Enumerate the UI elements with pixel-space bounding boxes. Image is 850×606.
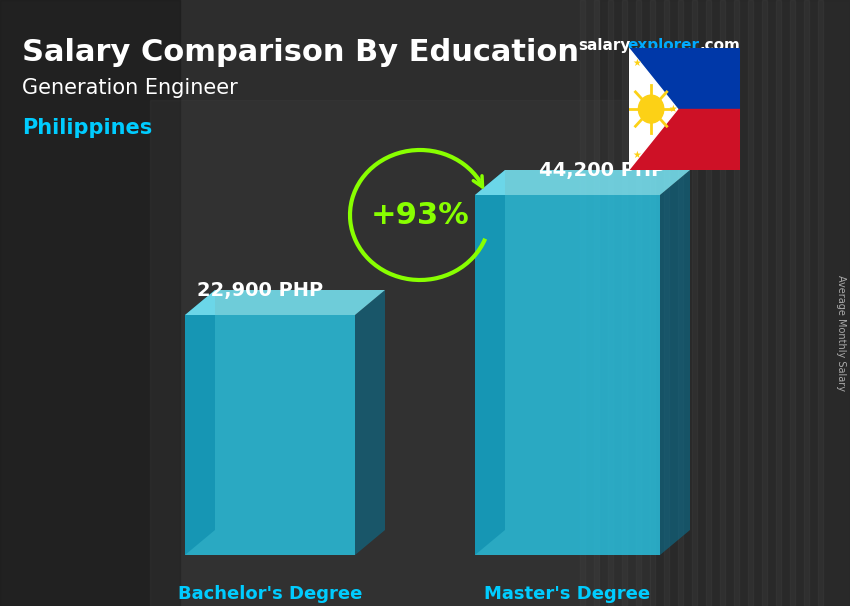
Polygon shape [475, 170, 690, 195]
Bar [790, 0, 795, 606]
Bar [734, 0, 739, 606]
Bar [650, 0, 655, 606]
Text: ★: ★ [632, 58, 641, 68]
Text: Average Monthly Salary: Average Monthly Salary [836, 275, 846, 391]
Polygon shape [185, 290, 385, 315]
Circle shape [638, 95, 664, 123]
Bar [762, 0, 767, 606]
Text: Salary Comparison By Education: Salary Comparison By Education [22, 38, 579, 67]
Bar [720, 0, 725, 606]
Bar [629, 109, 740, 170]
Bar [818, 0, 823, 606]
Bar [776, 0, 781, 606]
Bar [608, 0, 613, 606]
Text: salary: salary [578, 38, 631, 53]
Polygon shape [629, 48, 677, 170]
Bar [150, 100, 650, 606]
Bar [706, 0, 711, 606]
Bar [629, 48, 740, 109]
Text: .com: .com [700, 38, 741, 53]
Text: Philippines: Philippines [22, 118, 152, 138]
Text: explorer: explorer [627, 38, 699, 53]
Bar [0, 0, 180, 606]
Text: Generation Engineer: Generation Engineer [22, 78, 238, 98]
Bar [594, 0, 599, 606]
Text: Master's Degree: Master's Degree [484, 585, 650, 603]
Bar [664, 0, 669, 606]
Polygon shape [355, 290, 385, 555]
Polygon shape [475, 195, 660, 555]
Bar [748, 0, 753, 606]
Bar [580, 0, 585, 606]
Polygon shape [185, 315, 355, 555]
Bar [692, 0, 697, 606]
Bar [622, 0, 627, 606]
Text: 22,900 PHP: 22,900 PHP [197, 281, 323, 300]
Text: Bachelor's Degree: Bachelor's Degree [178, 585, 362, 603]
Bar [804, 0, 809, 606]
Text: 44,200 PHP: 44,200 PHP [540, 161, 666, 180]
Bar [636, 0, 641, 606]
Bar [600, 0, 850, 606]
Text: ★: ★ [632, 150, 641, 160]
Polygon shape [660, 170, 690, 555]
Polygon shape [185, 290, 215, 555]
Text: ★: ★ [669, 104, 677, 114]
Text: +93%: +93% [371, 201, 469, 230]
Polygon shape [475, 170, 505, 555]
Bar [678, 0, 683, 606]
